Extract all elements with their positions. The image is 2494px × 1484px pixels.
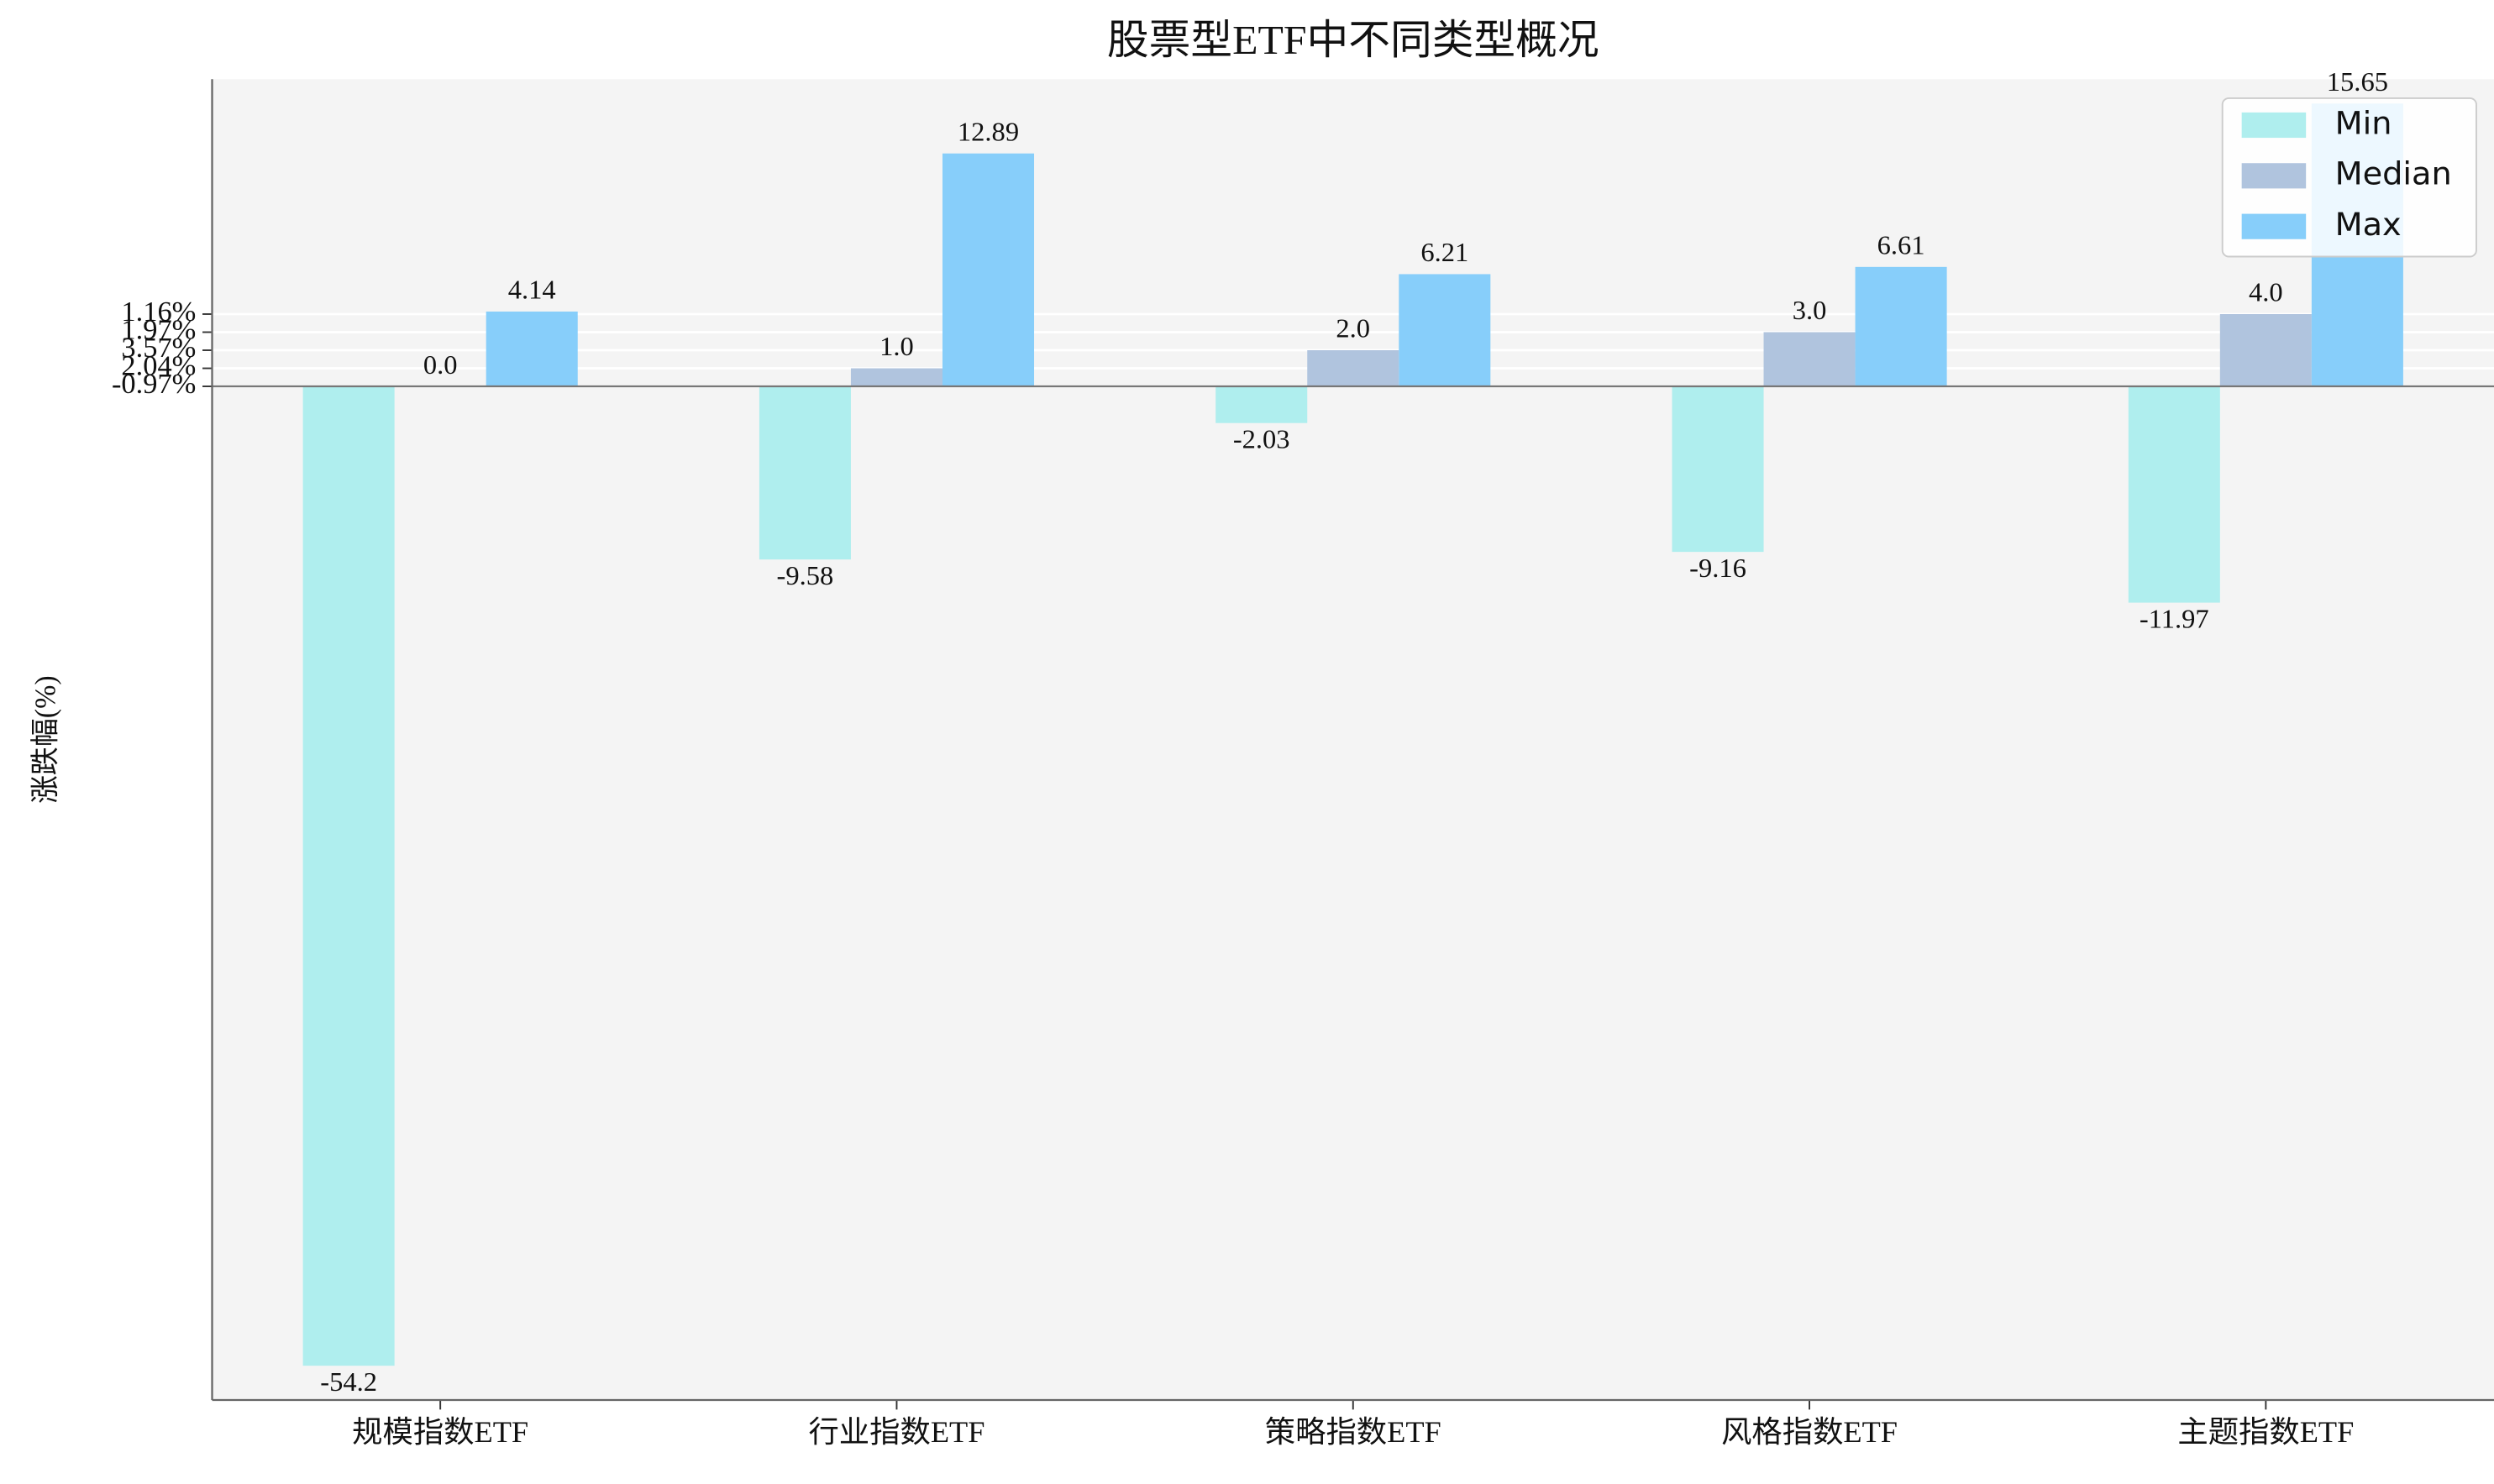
y-tick-label: 3.57%: [121, 333, 196, 364]
legend-swatch: [2241, 112, 2307, 139]
data-label: 0.0: [423, 349, 458, 380]
data-label: 3.0: [1793, 295, 1827, 325]
x-tick-label: 规模指数ETF: [352, 1415, 528, 1449]
data-label: 4.14: [508, 275, 556, 305]
data-label: 15.65: [2327, 66, 2388, 97]
bar: [942, 153, 1035, 387]
data-label: -9.58: [777, 560, 834, 590]
legend-swatch: [2241, 213, 2307, 239]
legend-label: Min: [2335, 105, 2392, 142]
legend-label: Max: [2335, 206, 2402, 243]
bar: [1399, 274, 1491, 387]
x-tick-label: 行业指数ETF: [808, 1415, 984, 1449]
bar: [759, 386, 851, 560]
data-label: 4.0: [2249, 277, 2283, 307]
chart-title: 股票型ETF中不同类型概况: [1107, 17, 1599, 63]
bar: [486, 311, 578, 387]
y-tick-label: 1.97%: [121, 314, 196, 345]
bar: [1307, 350, 1399, 387]
x-tick-label: 主题指数ETF: [2177, 1415, 2354, 1449]
x-tick-label: 风格指数ETF: [1721, 1415, 1898, 1449]
data-label: 6.21: [1420, 237, 1468, 267]
plot-background: [212, 79, 2494, 1401]
data-label: -2.03: [1233, 424, 1290, 454]
y-tick-label: 1.16%: [121, 296, 196, 328]
data-label: -54.2: [320, 1366, 377, 1397]
bar: [1215, 386, 1308, 423]
legend-label: Median: [2335, 155, 2452, 192]
plot-layer: -0.97%2.04%3.57%1.97%1.16% 规模指数ETF -54.2 0.…: [112, 66, 2494, 1449]
y-tick-label: -0.97%: [112, 369, 196, 400]
data-label: 12.89: [958, 117, 1019, 147]
data-label: 2.0: [1336, 313, 1370, 343]
bar: [2219, 313, 2312, 387]
bar: [2128, 386, 2220, 603]
legend-swatch: [2241, 163, 2307, 189]
y-axis-label: 涨跌幅(%): [29, 675, 61, 804]
bar: [1672, 386, 1764, 553]
bar: [850, 368, 942, 387]
data-label: 6.61: [1877, 230, 1925, 260]
data-label: -11.97: [2140, 604, 2209, 634]
legend: Min Median Max: [2221, 97, 2477, 258]
y-tick-label: 2.04%: [121, 351, 196, 382]
bar: [1855, 266, 1947, 387]
data-label: 1.0: [879, 331, 914, 361]
bar: [302, 386, 395, 1366]
bar: [1763, 332, 1856, 387]
data-label: -9.16: [1689, 553, 1746, 583]
x-tick-label: 策略指数ETF: [1265, 1415, 1441, 1449]
